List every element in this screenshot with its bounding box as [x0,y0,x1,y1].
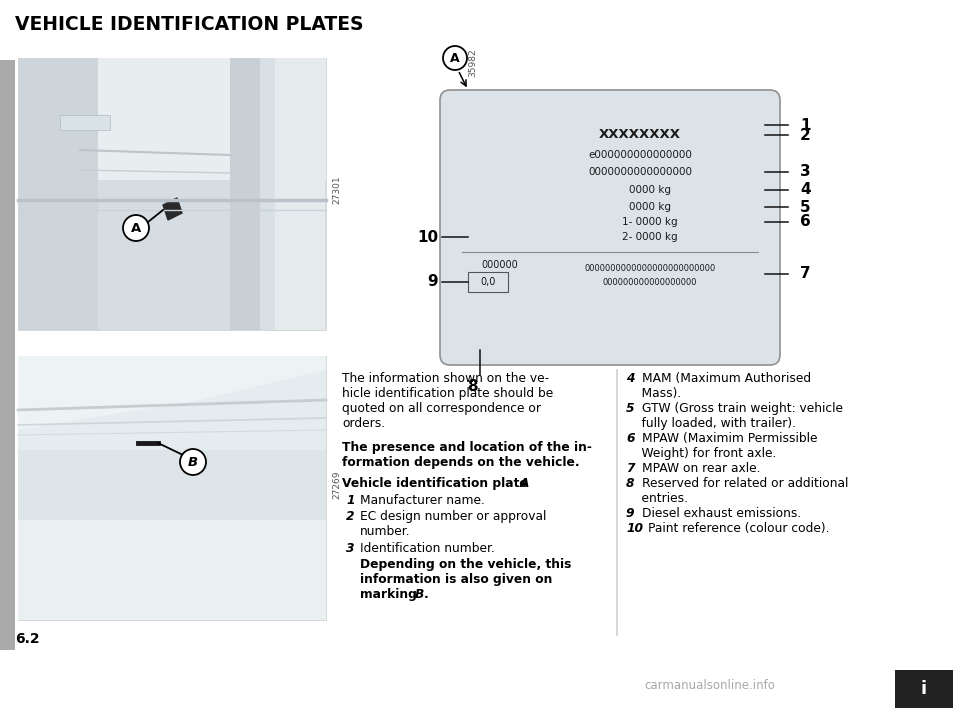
Text: 10: 10 [626,522,643,535]
Bar [18,356,326,620]
Text: information is also given on: information is also given on [360,573,552,586]
Text: 9: 9 [427,275,438,290]
Text: 0,0: 0,0 [480,277,495,287]
Text: 3: 3 [346,542,354,555]
Text: marking: marking [360,588,421,601]
Text: Paint reference (colour code).: Paint reference (colour code). [648,522,829,535]
Bar [60,115,110,130]
Text: VEHICLE IDENTIFICATION PLATES: VEHICLE IDENTIFICATION PLATES [15,15,364,34]
Text: XXXXXXXX: XXXXXXXX [599,129,681,141]
Text: A: A [450,52,460,65]
Text: B: B [188,456,198,469]
Text: 6: 6 [626,432,635,445]
Circle shape [443,46,467,70]
Text: MPAW (Maximim Permissible: MPAW (Maximim Permissible [642,432,818,445]
Bar [230,58,260,330]
Bar [18,58,98,330]
Text: 8: 8 [626,477,635,490]
Bar [895,670,953,708]
Bar [18,58,326,330]
Text: Depending on the vehicle, this: Depending on the vehicle, this [360,558,571,571]
Bar [18,58,326,180]
Polygon shape [18,356,326,430]
Text: 4: 4 [626,372,635,385]
Text: 4: 4 [800,182,810,197]
Text: EC design number or approval: EC design number or approval [360,510,546,523]
Text: GTW (Gross train weight: vehicle: GTW (Gross train weight: vehicle [642,402,843,415]
Text: 10: 10 [417,229,438,244]
Bar [18,520,326,620]
Text: 0000000000000000000000000: 0000000000000000000000000 [585,264,715,273]
Text: entries.: entries. [626,492,688,505]
Text: 2: 2 [346,510,354,523]
Text: Diesel exhaust emissions.: Diesel exhaust emissions. [642,507,802,520]
Text: fully loaded, with trailer).: fully loaded, with trailer). [626,417,796,430]
Text: e000000000000000: e000000000000000 [588,150,692,160]
Text: .: . [424,588,429,601]
Text: quoted on all correspondence or: quoted on all correspondence or [342,402,541,415]
Bar [275,58,325,330]
Text: 6.2: 6.2 [15,632,39,646]
Text: B: B [415,588,424,601]
Text: 6: 6 [800,214,811,229]
Text: 0000000000000000: 0000000000000000 [588,167,692,177]
Text: 2: 2 [800,128,811,143]
Text: 1- 0000 kg: 1- 0000 kg [622,217,678,227]
Text: 2- 0000 kg: 2- 0000 kg [622,232,678,242]
Text: carmanualsonline.info: carmanualsonline.info [644,679,776,692]
Text: The presence and location of the in-: The presence and location of the in- [342,441,592,454]
Text: 27301: 27301 [332,175,341,204]
Text: 1: 1 [800,117,810,133]
Bar [0,60,15,650]
Bar [18,58,326,330]
Text: Vehicle identification plate: Vehicle identification plate [342,477,532,490]
Text: Identification number.: Identification number. [360,542,494,555]
Text: 000000: 000000 [482,260,518,270]
Text: hicle identification plate should be: hicle identification plate should be [342,387,553,400]
Text: MPAW on rear axle.: MPAW on rear axle. [642,462,760,475]
Bar [18,356,326,450]
Bar [18,356,326,620]
Text: The information shown on the ve-: The information shown on the ve- [342,372,549,385]
Text: Mass).: Mass). [626,387,682,400]
Text: A: A [520,477,530,490]
Polygon shape [163,198,182,220]
Text: i: i [921,680,927,698]
Text: 0000 kg: 0000 kg [629,202,671,212]
FancyBboxPatch shape [440,90,780,365]
Text: 5: 5 [626,402,635,415]
Text: 0000 kg: 0000 kg [629,185,671,195]
Bar [468,272,508,292]
Text: 000000000000000000: 000000000000000000 [603,278,697,287]
Text: A: A [131,222,141,234]
Text: Manufacturer name.: Manufacturer name. [360,493,485,506]
Text: MAM (Maximum Authorised: MAM (Maximum Authorised [642,372,811,385]
Text: Reserved for related or additional: Reserved for related or additional [642,477,849,490]
Text: orders.: orders. [342,417,385,430]
Text: formation depends on the vehicle.: formation depends on the vehicle. [342,456,580,469]
Text: 9: 9 [626,507,635,520]
Text: 8: 8 [467,379,477,394]
Text: 7: 7 [626,462,635,475]
Text: 1: 1 [346,493,354,506]
Text: 3: 3 [800,165,810,180]
Text: 7: 7 [800,266,810,281]
Circle shape [123,215,149,241]
Circle shape [180,449,206,475]
Text: 27269: 27269 [332,471,341,499]
Text: 35982: 35982 [468,48,477,77]
Text: Weight) for front axle.: Weight) for front axle. [626,447,777,460]
Bar [260,58,275,330]
Text: 5: 5 [800,200,810,214]
Text: number.: number. [360,525,411,538]
